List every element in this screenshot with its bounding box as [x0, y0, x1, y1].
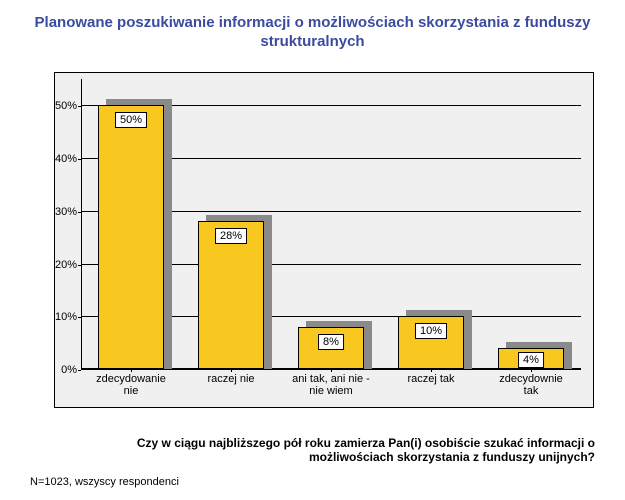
y-tick-label: 40% [55, 153, 77, 165]
category-label: zdecydownie tak [486, 373, 576, 397]
bars-group: 50%zdecydowanie nie28%raczej nie8%ani ta… [81, 79, 581, 369]
x-tick [331, 369, 332, 372]
bar-rect: 8% [298, 327, 364, 369]
x-tick [531, 369, 532, 372]
category-label: raczej tak [386, 373, 476, 385]
bar-value-label: 28% [215, 228, 247, 244]
x-tick [431, 369, 432, 372]
chart-title: Planowane poszukiwanie informacji o możl… [0, 0, 625, 58]
x-axis-label: Czy w ciągu najbliższego pół roku zamier… [100, 436, 595, 465]
category-label: ani tak, ani nie - nie wiem [286, 373, 376, 397]
plot-area: 0%10%20%30%40%50% 50%zdecydowanie nie28%… [81, 79, 581, 369]
y-tick-label: 50% [55, 100, 77, 112]
category-label: zdecydowanie nie [86, 373, 176, 397]
bar-rect: 4% [498, 348, 564, 369]
y-tick-label: 30% [55, 206, 77, 218]
footnote: N=1023, wszyscy respondenci [30, 476, 179, 488]
bar-rect: 10% [398, 316, 464, 369]
y-tick-label: 0% [61, 364, 77, 376]
y-tick-label: 10% [55, 311, 77, 323]
category-label: raczej nie [186, 373, 276, 385]
bar-value-label: 10% [415, 323, 447, 339]
chart-panel: 0%10%20%30%40%50% 50%zdecydowanie nie28%… [54, 72, 594, 408]
y-tick-label: 20% [55, 259, 77, 271]
bar-value-label: 50% [115, 112, 147, 128]
x-tick [131, 369, 132, 372]
bar-rect: 28% [198, 221, 264, 369]
x-tick [231, 369, 232, 372]
bar-value-label: 8% [318, 334, 344, 350]
bar-rect: 50% [98, 105, 164, 369]
chart-page: Planowane poszukiwanie informacji o możl… [0, 0, 625, 500]
bar-value-label: 4% [518, 352, 544, 368]
